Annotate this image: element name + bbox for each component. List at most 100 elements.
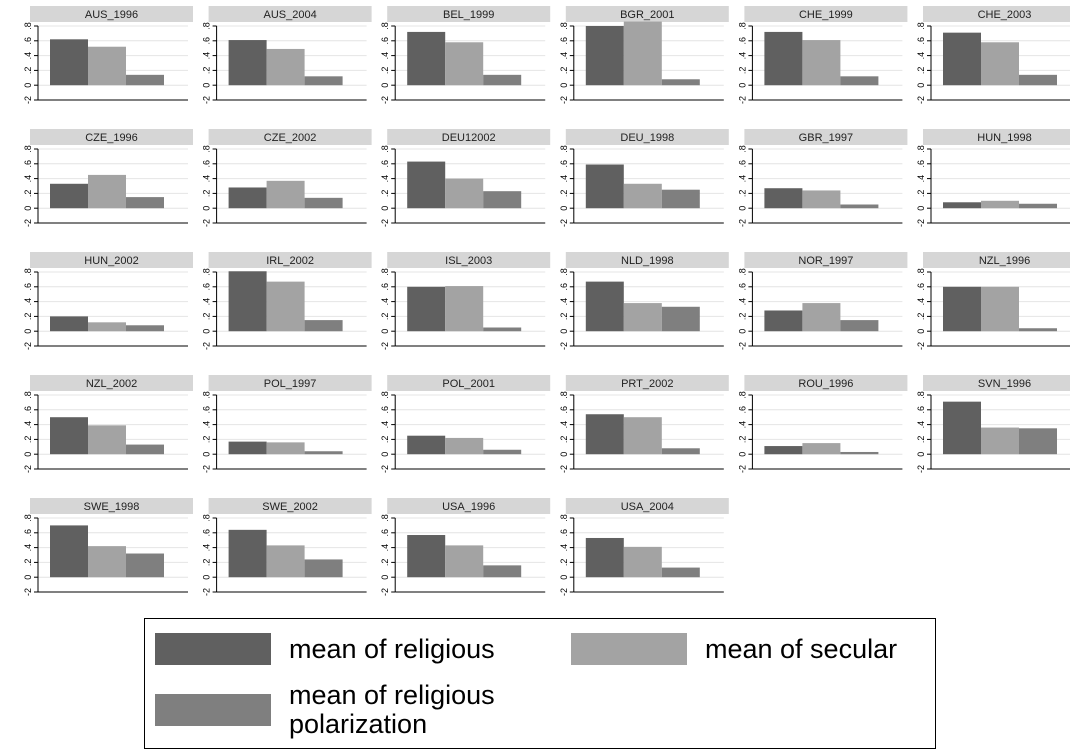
y-tick-label: .4	[380, 175, 390, 183]
bar-secular	[802, 40, 841, 86]
panel-header	[208, 375, 372, 391]
y-tick-label: .4	[559, 298, 569, 306]
panel-CHE_1999: CHE_1999 -2 0 .2 .4 .6 .8	[737, 6, 908, 104]
y-tick-label: .6	[23, 160, 33, 168]
y-tick-label: .2	[23, 190, 33, 198]
bar-polarization	[840, 76, 879, 86]
y-tick-label: 0	[202, 329, 212, 334]
bar-secular	[445, 437, 484, 455]
y-tick-label: 0	[202, 206, 212, 211]
y-tick-label: .8	[916, 145, 926, 153]
y-tick-label: .6	[737, 160, 747, 168]
y-tick-label: .6	[916, 406, 926, 414]
bar-polarization	[1019, 74, 1057, 86]
y-tick-label: .6	[202, 160, 212, 168]
y-tick-label: .4	[380, 52, 390, 60]
bar-secular	[266, 48, 305, 86]
y-tick-label: -2	[23, 342, 33, 350]
bar-polarization	[483, 449, 522, 455]
y-tick-label: .4	[202, 52, 212, 60]
bar-secular	[445, 286, 484, 332]
y-tick-label: 0	[202, 575, 212, 580]
y-tick-label: .4	[23, 298, 33, 306]
panel-title: BGR_2001	[620, 9, 674, 21]
y-tick-label: .2	[23, 559, 33, 567]
y-tick-label: .4	[737, 421, 747, 429]
bar-polarization	[483, 74, 522, 86]
panel-SWE_2002: SWE_2002 -2 0 .2 .4 .6 .8	[202, 498, 372, 596]
panel-header	[387, 6, 551, 22]
panel-title: DEU12002	[442, 132, 496, 144]
bar-polarization	[1019, 203, 1057, 209]
y-tick-label: 0	[23, 206, 33, 211]
y-tick-label: .6	[23, 406, 33, 414]
y-tick-label: .4	[23, 52, 33, 60]
y-tick-label: .6	[202, 529, 212, 537]
bar-secular	[981, 200, 1019, 209]
y-tick-label: -2	[559, 465, 569, 473]
bar-secular	[88, 174, 126, 209]
panel-header	[565, 375, 729, 391]
y-tick-label: .6	[916, 37, 926, 45]
y-tick-label: .2	[559, 67, 569, 75]
y-tick-label: 0	[737, 206, 747, 211]
bar-polarization	[304, 559, 343, 578]
y-tick-label: .8	[559, 514, 569, 522]
panel-title: DEU_1998	[620, 132, 674, 144]
y-tick-label: .4	[916, 298, 926, 306]
bar-religious	[585, 414, 624, 455]
y-tick-label: .2	[202, 436, 212, 444]
panel-AUS_1996: AUS_1996 -2 0 .2 .4 .6 .8	[23, 6, 193, 104]
bar-secular	[981, 427, 1019, 455]
y-tick-label: .8	[559, 268, 569, 276]
panel-title: USA_2004	[621, 501, 674, 513]
y-tick-label: -2	[559, 219, 569, 227]
bar-secular	[802, 190, 841, 209]
bar-polarization	[304, 451, 343, 455]
bar-secular	[88, 425, 126, 455]
y-tick-label: .4	[737, 298, 747, 306]
y-tick-label: .6	[559, 160, 569, 168]
panel-title: HUN_1998	[977, 132, 1031, 144]
panel-title: IRL_2002	[266, 255, 314, 267]
panel-title: NZL_1996	[979, 255, 1030, 267]
y-tick-label: .2	[559, 436, 569, 444]
y-tick-label: .8	[23, 268, 33, 276]
bar-religious	[585, 281, 624, 332]
bar-religious	[764, 188, 803, 209]
y-tick-label: .2	[23, 313, 33, 321]
bar-polarization	[304, 197, 343, 209]
bar-polarization	[304, 320, 343, 332]
bar-religious	[407, 435, 446, 455]
panel-DEU12002: DEU12002 -2 0 .2 .4 .6 .8	[380, 129, 551, 227]
panel-header	[565, 6, 729, 22]
bar-secular	[981, 286, 1019, 332]
y-tick-label: .6	[380, 160, 390, 168]
bar-secular	[981, 42, 1019, 86]
panel-header	[744, 252, 908, 268]
bar-religious	[943, 202, 981, 209]
panel-NZL_2002: NZL_2002 -2 0 .2 .4 .6 .8	[23, 375, 193, 473]
panel-header	[923, 252, 1070, 268]
y-tick-label: .4	[202, 544, 212, 552]
y-tick-label: -2	[23, 219, 33, 227]
y-tick-label: .6	[916, 160, 926, 168]
panel-title: SWE_1998	[84, 501, 140, 513]
panel-CHE_2003: CHE_2003 -2 0 .2 .4 .6 .8	[916, 6, 1070, 104]
panel-title: BEL_1999	[443, 9, 494, 21]
y-tick-label: 0	[916, 329, 926, 334]
panel-header	[744, 129, 908, 145]
y-tick-label: 0	[380, 206, 390, 211]
panel-title: SWE_2002	[262, 501, 318, 513]
panel-IRL_2002: IRL_2002 -2 0 .2 .4 .6 .8	[202, 252, 372, 350]
y-tick-label: .6	[559, 529, 569, 537]
bar-polarization	[840, 451, 879, 455]
bar-polarization	[840, 320, 879, 332]
legend-label-secular: mean of secular	[705, 633, 898, 664]
bar-secular	[623, 303, 662, 332]
y-tick-label: .4	[23, 175, 33, 183]
y-tick-label: -2	[559, 342, 569, 350]
y-tick-label: 0	[737, 452, 747, 457]
y-tick-label: -2	[737, 342, 747, 350]
bar-secular	[623, 21, 662, 86]
